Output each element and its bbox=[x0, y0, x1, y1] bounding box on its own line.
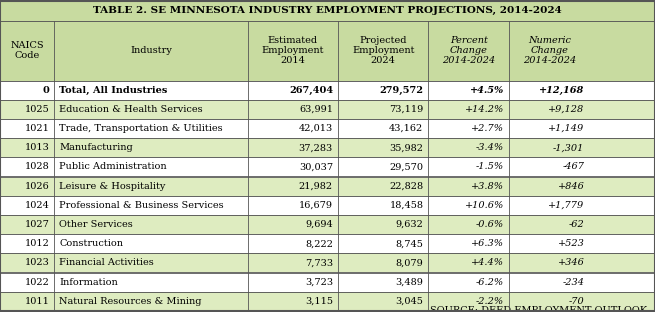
Text: 1028: 1028 bbox=[25, 163, 49, 171]
Text: SOURCE: DEED EMPLOYMENT OUTLOOK: SOURCE: DEED EMPLOYMENT OUTLOOK bbox=[430, 306, 647, 312]
Text: +523: +523 bbox=[557, 239, 584, 248]
Bar bbox=[0, 157, 655, 177]
Text: -467: -467 bbox=[563, 163, 584, 171]
Text: Leisure & Hospitality: Leisure & Hospitality bbox=[60, 182, 166, 191]
Text: 21,982: 21,982 bbox=[299, 182, 333, 191]
Text: -2.2%: -2.2% bbox=[476, 297, 504, 306]
Text: 37,283: 37,283 bbox=[299, 143, 333, 152]
Bar bbox=[0, 292, 655, 311]
Text: Education & Health Services: Education & Health Services bbox=[60, 105, 203, 114]
Text: 1011: 1011 bbox=[24, 297, 49, 306]
Text: +4.4%: +4.4% bbox=[471, 258, 504, 267]
Text: 43,162: 43,162 bbox=[389, 124, 423, 133]
Text: +3.8%: +3.8% bbox=[471, 182, 504, 191]
Text: 1026: 1026 bbox=[25, 182, 49, 191]
Text: Trade, Transportation & Utilities: Trade, Transportation & Utilities bbox=[60, 124, 223, 133]
Text: 1012: 1012 bbox=[24, 239, 49, 248]
Text: Professional & Business Services: Professional & Business Services bbox=[60, 201, 224, 210]
Text: 35,982: 35,982 bbox=[389, 143, 423, 152]
Text: 9,694: 9,694 bbox=[305, 220, 333, 229]
Bar bbox=[0, 119, 655, 138]
Text: -1,301: -1,301 bbox=[553, 143, 584, 152]
Text: Projected
Employment
2024: Projected Employment 2024 bbox=[352, 36, 415, 66]
Text: 0: 0 bbox=[43, 85, 49, 95]
Text: Financial Activities: Financial Activities bbox=[60, 258, 154, 267]
Text: Information: Information bbox=[60, 278, 118, 287]
Text: Industry: Industry bbox=[130, 46, 172, 55]
Text: 1013: 1013 bbox=[24, 143, 49, 152]
Text: +10.6%: +10.6% bbox=[464, 201, 504, 210]
Text: 8,222: 8,222 bbox=[305, 239, 333, 248]
Bar bbox=[0, 215, 655, 234]
Text: 42,013: 42,013 bbox=[299, 124, 333, 133]
Text: -3.4%: -3.4% bbox=[476, 143, 504, 152]
Bar bbox=[0, 253, 655, 272]
Bar bbox=[0, 196, 655, 215]
Bar bbox=[0, 177, 655, 196]
Text: Construction: Construction bbox=[60, 239, 123, 248]
Text: 9,632: 9,632 bbox=[396, 220, 423, 229]
Text: Numeric
Change
2014-2024: Numeric Change 2014-2024 bbox=[523, 36, 576, 66]
Text: Percent
Change
2014-2024: Percent Change 2014-2024 bbox=[442, 36, 495, 66]
Text: 3,045: 3,045 bbox=[396, 297, 423, 306]
Text: +1,149: +1,149 bbox=[548, 124, 584, 133]
Text: -70: -70 bbox=[569, 297, 584, 306]
Text: 1021: 1021 bbox=[24, 124, 49, 133]
Text: +4.5%: +4.5% bbox=[470, 85, 504, 95]
Text: Estimated
Employment
2014: Estimated Employment 2014 bbox=[261, 36, 324, 66]
Text: -6.2%: -6.2% bbox=[476, 278, 504, 287]
Text: Natural Resources & Mining: Natural Resources & Mining bbox=[60, 297, 202, 306]
Text: 29,570: 29,570 bbox=[389, 163, 423, 171]
Text: 1022: 1022 bbox=[24, 278, 49, 287]
Text: +12,168: +12,168 bbox=[539, 85, 584, 95]
Text: 1023: 1023 bbox=[24, 258, 49, 267]
Text: Public Administration: Public Administration bbox=[60, 163, 167, 171]
Text: +2.7%: +2.7% bbox=[471, 124, 504, 133]
Text: -62: -62 bbox=[569, 220, 584, 229]
Text: 16,679: 16,679 bbox=[299, 201, 333, 210]
Text: 8,745: 8,745 bbox=[396, 239, 423, 248]
Bar bbox=[0, 1, 655, 21]
Text: Manufacturing: Manufacturing bbox=[60, 143, 133, 152]
Bar bbox=[0, 80, 655, 100]
Text: 30,037: 30,037 bbox=[299, 163, 333, 171]
Text: NAICS
Code: NAICS Code bbox=[10, 41, 44, 60]
Text: 7,733: 7,733 bbox=[305, 258, 333, 267]
Text: TABLE 2. SE MINNESOTA INDUSTRY EMPLOYMENT PROJECTIONS, 2014-2024: TABLE 2. SE MINNESOTA INDUSTRY EMPLOYMEN… bbox=[93, 6, 562, 15]
Text: -234: -234 bbox=[563, 278, 584, 287]
Bar bbox=[0, 100, 655, 119]
Text: -1.5%: -1.5% bbox=[476, 163, 504, 171]
Text: Total, All Industries: Total, All Industries bbox=[60, 85, 168, 95]
Text: 8,079: 8,079 bbox=[396, 258, 423, 267]
Text: 267,404: 267,404 bbox=[289, 85, 333, 95]
Bar bbox=[0, 234, 655, 253]
Bar bbox=[0, 138, 655, 157]
Text: Other Services: Other Services bbox=[60, 220, 133, 229]
Text: +14.2%: +14.2% bbox=[464, 105, 504, 114]
Text: +346: +346 bbox=[557, 258, 584, 267]
Text: 1027: 1027 bbox=[24, 220, 49, 229]
Text: +9,128: +9,128 bbox=[548, 105, 584, 114]
Text: 18,458: 18,458 bbox=[389, 201, 423, 210]
Bar bbox=[0, 272, 655, 292]
Text: 73,119: 73,119 bbox=[389, 105, 423, 114]
Text: 3,115: 3,115 bbox=[305, 297, 333, 306]
Text: 279,572: 279,572 bbox=[379, 85, 423, 95]
Text: +6.3%: +6.3% bbox=[471, 239, 504, 248]
Text: 22,828: 22,828 bbox=[389, 182, 423, 191]
Bar bbox=[0, 21, 655, 80]
Text: +1,779: +1,779 bbox=[548, 201, 584, 210]
Text: -0.6%: -0.6% bbox=[476, 220, 504, 229]
Text: 3,489: 3,489 bbox=[396, 278, 423, 287]
Text: 3,723: 3,723 bbox=[305, 278, 333, 287]
Text: 63,991: 63,991 bbox=[299, 105, 333, 114]
Text: +846: +846 bbox=[557, 182, 584, 191]
Text: 1025: 1025 bbox=[25, 105, 49, 114]
Text: 1024: 1024 bbox=[24, 201, 49, 210]
